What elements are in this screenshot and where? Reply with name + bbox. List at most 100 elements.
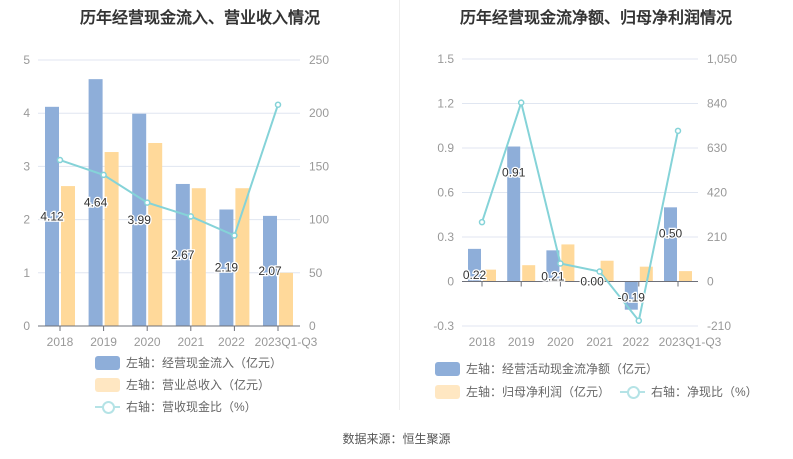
legend-label: 右轴：营收现金比（%） [126,400,257,414]
legend-item-net-cash-ratio[interactable]: 右轴：净现比（%） [620,383,758,400]
y-tick-left: 0.6 [437,186,454,200]
y-tick-left: 0.9 [437,141,454,155]
bar-secondary [191,188,206,326]
bar-secondary [639,266,653,282]
y-tick-left: 1 [23,266,30,280]
bar-data-label: 0.50 [659,226,683,240]
bar-data-label: 3.99 [128,213,152,227]
bar-primary [546,250,560,282]
legend-label: 左轴：经营现金流入（亿元） [126,356,283,370]
bar-primary [624,281,638,310]
legend-item-cash-ratio[interactable]: 右轴：营收现金比（%） [95,398,257,415]
legend-line-icon [95,400,120,414]
ratio-point [635,317,643,324]
x-tick-label: 2020 [134,335,161,349]
bar-secondary [483,269,496,282]
ratio-line [481,99,679,323]
chart2-title: 历年经营现金流净额、归母净利润情况 [459,10,732,27]
legend-item-net-cash[interactable]: 左轴：经营活动现金流净额（亿元） [435,360,658,377]
bar-secondary [148,142,163,326]
ratio-line [59,104,279,237]
ratio-point [56,156,64,164]
bar-data-label: 2.19 [215,261,239,275]
legend-item-net-profit[interactable]: 左轴：归母净利润（亿元） [435,383,610,400]
bar-data-label: 0.21 [541,269,565,283]
bar-data-label: 4.12 [40,209,64,223]
x-tick-label: 2023Q1-Q3 [659,335,722,349]
y-tick-left: 4 [23,106,30,120]
ratio-point [187,213,195,220]
ratio-point [596,268,603,275]
legend-swatch [435,384,460,399]
ratio-point [674,127,682,135]
x-tick-label: 2021 [586,335,613,349]
legend-line-icon [620,385,645,399]
bar-data-label: 0.22 [463,268,487,282]
bar-secondary [279,272,293,326]
bar-primary [664,207,677,282]
x-tick-label: 2019 [508,335,535,349]
bar-secondary [522,265,536,282]
y-tick-right: 250 [309,53,329,67]
x-tick-label: 2022 [622,335,649,349]
y-tick-right: -210 [707,319,731,333]
y-tick-right: 840 [707,97,727,111]
legend-item-revenue[interactable]: 左轴：营业总收入（亿元） [95,376,270,393]
x-tick-label: 2020 [547,335,574,349]
bar-secondary [61,186,75,326]
bar-secondary [104,152,119,326]
y-tick-right: 630 [707,141,727,155]
bar-primary [88,79,103,326]
legend-item-cash-inflow[interactable]: 左轴：经营现金流入（亿元） [95,354,282,371]
bar-primary [45,106,59,326]
y-tick-left: 0.3 [437,230,454,244]
bar-data-label: 2.67 [171,248,195,262]
ratio-point [143,199,151,206]
y-tick-right: 1,050 [707,52,737,66]
y-tick-right: 100 [309,213,329,227]
legend-swatch [95,377,120,392]
ratio-point [557,260,564,267]
y-tick-right: 420 [707,186,727,200]
bar-data-label: 2.07 [258,264,282,278]
data-source: 数据来源：恒生聚源 [342,432,451,446]
legend-label: 左轴：营业总收入（亿元） [126,378,271,392]
x-tick-label: 2019 [90,335,117,349]
ratio-point [478,218,486,226]
y-tick-left: 1.5 [437,52,454,66]
bar-data-label: 4.64 [84,196,108,210]
bar-secondary [561,244,575,282]
ratio-point [517,99,525,106]
y-tick-left: 5 [23,53,30,67]
y-tick-right: 200 [309,106,329,120]
legend-swatch [95,355,120,370]
x-tick-label: 2023Q1-Q3 [255,335,318,349]
bar-primary [263,215,277,326]
x-tick-label: 2021 [177,335,204,349]
legend-label: 左轴：经营活动现金流净额（亿元） [466,362,659,376]
y-tick-left: 0 [23,319,30,333]
y-tick-right: 210 [707,230,727,244]
x-tick-label: 2018 [469,335,496,349]
x-tick-label: 2022 [218,335,245,349]
y-tick-left: 2 [23,213,30,227]
ratio-point [100,171,107,179]
x-tick-label: 2018 [47,335,74,349]
y-tick-right: 150 [309,159,329,173]
y-tick-right: 50 [309,266,323,280]
ratio-point [231,232,238,239]
legend-swatch [435,361,460,376]
bar-primary [507,146,521,282]
bar-primary [132,113,147,327]
divider [399,0,400,410]
chart1-title: 历年经营现金流入、营业收入情况 [79,10,320,27]
y-tick-right: 0 [707,275,714,289]
y-tick-right: 0 [309,319,316,333]
bar-data-label: 0.00 [580,275,604,289]
bar-primary [468,248,481,282]
y-tick-left: 0 [447,275,454,289]
ratio-point [274,101,282,108]
bar-secondary [679,271,692,282]
legend-label: 左轴：归母净利润（亿元） [466,385,611,399]
